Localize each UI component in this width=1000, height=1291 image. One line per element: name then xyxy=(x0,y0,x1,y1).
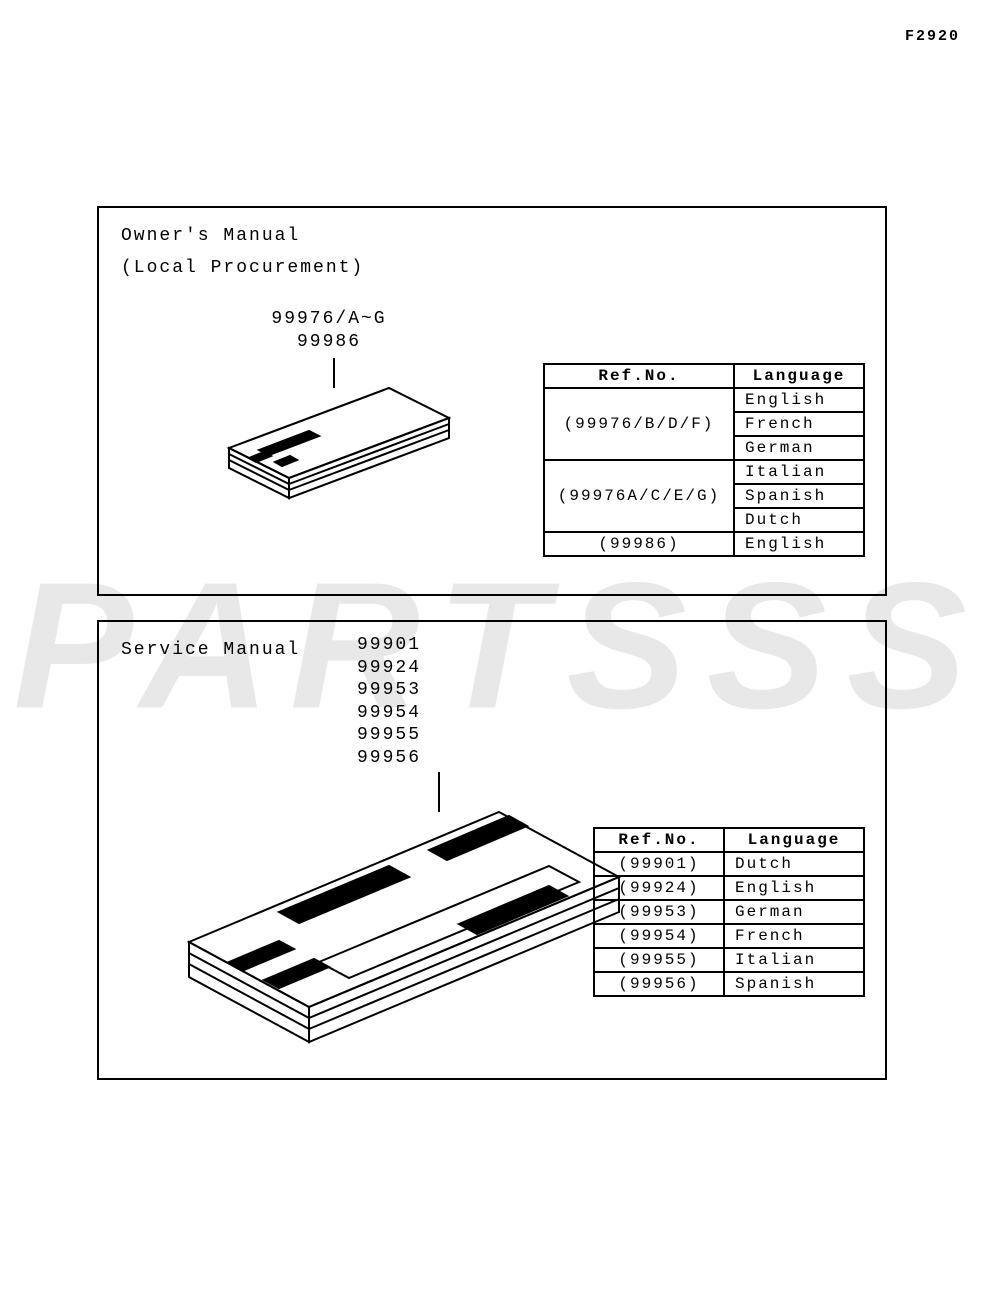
lang-cell: Spanish xyxy=(724,972,864,996)
owners-manual-ref-table: Ref.No. Language (99976/B/D/F) English F… xyxy=(543,363,865,557)
owners-manual-panel: Owner's Manual (Local Procurement) 99976… xyxy=(97,206,887,596)
part-label-line: 99956 xyxy=(357,747,477,770)
ref-cell: (99924) xyxy=(594,876,724,900)
lang-cell: Dutch xyxy=(734,508,864,532)
table-row: (99955)Italian xyxy=(594,948,864,972)
table-header-row: Ref.No. Language xyxy=(544,364,864,388)
col-header-lang: Language xyxy=(724,828,864,852)
part-label-line: 99976/A~G xyxy=(229,308,429,331)
part-label-line: 99953 xyxy=(357,679,477,702)
ref-cell: (99956) xyxy=(594,972,724,996)
table-row: (99976A/C/E/G) Italian xyxy=(544,460,864,484)
owners-manual-subtitle: (Local Procurement) xyxy=(121,258,364,278)
owners-manual-book-icon xyxy=(189,358,469,548)
part-label-line: 99924 xyxy=(357,657,477,680)
service-manual-panel: Service Manual 99901 99924 99953 99954 9… xyxy=(97,620,887,1080)
owners-manual-title: Owner's Manual xyxy=(121,226,300,246)
lang-cell: Italian xyxy=(724,948,864,972)
ref-cell: (99976/B/D/F) xyxy=(544,388,734,460)
service-manual-ref-table: Ref.No. Language (99901)Dutch (99924)Eng… xyxy=(593,827,865,997)
table-row: (99924)English xyxy=(594,876,864,900)
ref-cell: (99976A/C/E/G) xyxy=(544,460,734,532)
table-row: (99986) English xyxy=(544,532,864,556)
part-label-line: 99901 xyxy=(357,634,477,657)
part-label-line: 99954 xyxy=(357,702,477,725)
ref-cell: (99953) xyxy=(594,900,724,924)
col-header-ref: Ref.No. xyxy=(594,828,724,852)
part-label-line: 99986 xyxy=(229,331,429,354)
lang-cell: Dutch xyxy=(724,852,864,876)
lang-cell: German xyxy=(724,900,864,924)
table-row: (99976/B/D/F) English xyxy=(544,388,864,412)
col-header-lang: Language xyxy=(734,364,864,388)
part-label-line: 99955 xyxy=(357,724,477,747)
lang-cell: English xyxy=(724,876,864,900)
ref-cell: (99954) xyxy=(594,924,724,948)
service-manual-title: Service Manual xyxy=(121,640,300,660)
col-header-ref: Ref.No. xyxy=(544,364,734,388)
ref-cell: (99986) xyxy=(544,532,734,556)
lang-cell: French xyxy=(724,924,864,948)
lang-cell: Spanish xyxy=(734,484,864,508)
lang-cell: English xyxy=(734,532,864,556)
ref-cell: (99955) xyxy=(594,948,724,972)
lang-cell: French xyxy=(734,412,864,436)
table-row: (99953)German xyxy=(594,900,864,924)
service-manual-part-labels: 99901 99924 99953 99954 99955 99956 xyxy=(357,634,477,769)
table-row: (99901)Dutch xyxy=(594,852,864,876)
table-row: (99956)Spanish xyxy=(594,972,864,996)
service-manual-book-icon xyxy=(129,772,649,1082)
lang-cell: Italian xyxy=(734,460,864,484)
table-row: (99954)French xyxy=(594,924,864,948)
lang-cell: German xyxy=(734,436,864,460)
page-code: F2920 xyxy=(905,28,960,45)
lang-cell: English xyxy=(734,388,864,412)
table-header-row: Ref.No. Language xyxy=(594,828,864,852)
ref-cell: (99901) xyxy=(594,852,724,876)
owners-manual-part-labels: 99976/A~G 99986 xyxy=(229,308,429,355)
